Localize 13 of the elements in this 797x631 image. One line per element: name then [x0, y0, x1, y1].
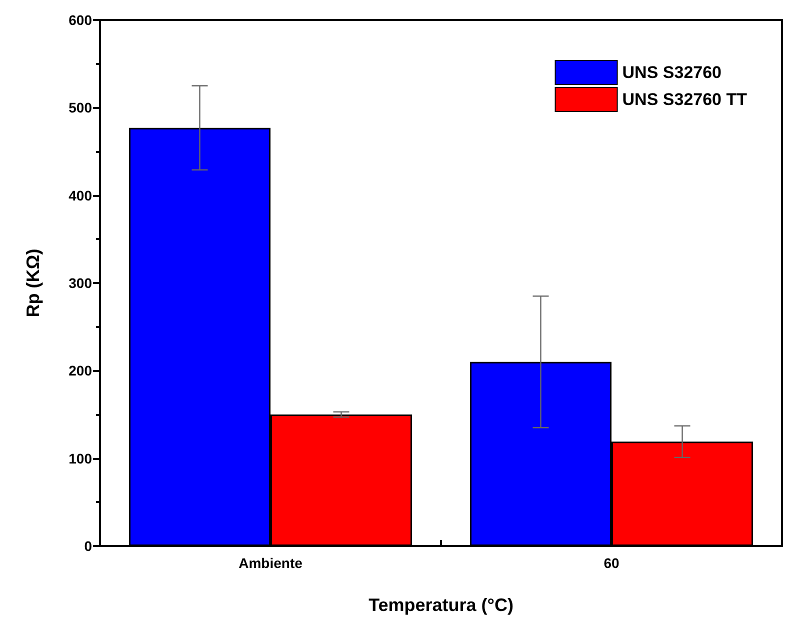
y-tick-label: 400: [68, 187, 92, 204]
y-tick-label: 200: [68, 362, 92, 379]
y-tick-label: 100: [68, 450, 92, 466]
y-tick-label: 600: [68, 12, 92, 28]
x-axis-title: Temperatura (°C): [368, 595, 514, 615]
x-tick-label: 60: [604, 555, 620, 571]
legend-label: UNS S32760: [622, 63, 722, 82]
legend-label: UNS S32760 TT: [622, 90, 748, 109]
y-tick-label: 300: [68, 275, 92, 291]
y-axis-title: Rp (KΩ): [23, 248, 43, 318]
y-tick-label: 500: [68, 100, 92, 116]
y-tick-label: 0: [84, 538, 92, 554]
x-tick-label: Ambiente: [238, 555, 303, 571]
